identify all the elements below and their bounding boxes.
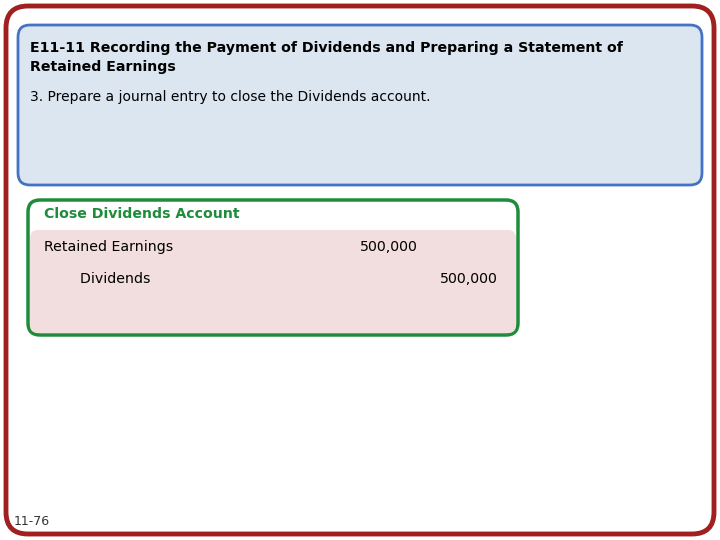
Text: 500,000: 500,000 (360, 240, 418, 254)
Text: Retained Earnings: Retained Earnings (30, 60, 176, 74)
Text: Close Dividends Account: Close Dividends Account (44, 207, 240, 221)
Text: 500,000: 500,000 (440, 272, 498, 286)
Text: Dividends: Dividends (62, 272, 150, 286)
FancyBboxPatch shape (6, 6, 714, 534)
FancyBboxPatch shape (18, 25, 702, 185)
FancyBboxPatch shape (28, 200, 518, 335)
FancyBboxPatch shape (30, 230, 516, 333)
Text: 3. Prepare a journal entry to close the Dividends account.: 3. Prepare a journal entry to close the … (30, 90, 431, 104)
Text: 11-76: 11-76 (14, 515, 50, 528)
Text: Retained Earnings: Retained Earnings (44, 240, 174, 254)
Text: E11-11 Recording the Payment of Dividends and Preparing a Statement of: E11-11 Recording the Payment of Dividend… (30, 41, 623, 55)
